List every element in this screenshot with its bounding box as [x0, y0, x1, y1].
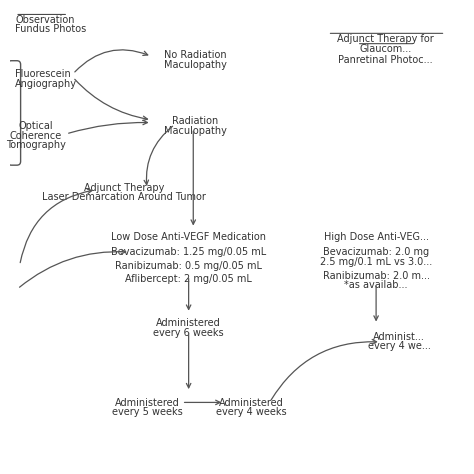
Text: Adjunct Therapy for: Adjunct Therapy for: [337, 34, 434, 44]
Text: Low Dose Anti-VEGF Medication: Low Dose Anti-VEGF Medication: [111, 232, 266, 242]
Text: Optical: Optical: [18, 121, 53, 131]
Text: Observation: Observation: [15, 15, 74, 25]
Text: Fundus Photos: Fundus Photos: [15, 24, 86, 34]
Text: High Dose Anti-VEG...: High Dose Anti-VEG...: [324, 232, 428, 242]
Text: *as availab...: *as availab...: [344, 281, 408, 291]
Text: Ranibizumab: 2.0 m...: Ranibizumab: 2.0 m...: [323, 271, 429, 281]
Text: every 6 weeks: every 6 weeks: [153, 328, 224, 338]
Text: Adjunct Therapy: Adjunct Therapy: [83, 182, 164, 192]
Text: Maculopathy: Maculopathy: [164, 126, 227, 136]
Text: Administered: Administered: [219, 398, 283, 408]
Text: 2.5 mg/0.1 mL vs 3.0...: 2.5 mg/0.1 mL vs 3.0...: [320, 257, 432, 267]
Text: Administered: Administered: [115, 398, 179, 408]
Text: Aflibercept: 2 mg/0.05 mL: Aflibercept: 2 mg/0.05 mL: [125, 274, 252, 284]
Text: Administ...: Administ...: [374, 331, 425, 342]
Text: Glaucom...: Glaucom...: [359, 44, 411, 54]
Text: Bevacizumab: 2.0 mg: Bevacizumab: 2.0 mg: [323, 247, 429, 257]
Text: every 5 weeks: every 5 weeks: [111, 407, 182, 417]
Text: Laser Demarcation Around Tumor: Laser Demarcation Around Tumor: [42, 192, 206, 202]
Text: No Radiation: No Radiation: [164, 50, 227, 60]
Text: Administered: Administered: [156, 318, 221, 328]
Text: Angiography: Angiography: [15, 79, 77, 89]
Text: Bevacizumab: 1.25 mg/0.05 mL: Bevacizumab: 1.25 mg/0.05 mL: [111, 247, 266, 257]
Text: Tomography: Tomography: [6, 140, 66, 150]
Text: Panretinal Photoc...: Panretinal Photoc...: [338, 55, 433, 64]
Text: Maculopathy: Maculopathy: [164, 60, 227, 70]
Text: Coherence: Coherence: [10, 131, 62, 141]
Text: Fluorescein: Fluorescein: [15, 69, 71, 79]
Text: every 4 weeks: every 4 weeks: [216, 407, 286, 417]
Text: Radiation: Radiation: [173, 117, 219, 127]
Text: every 4 we...: every 4 we...: [368, 341, 431, 351]
Text: Ranibizumab: 0.5 mg/0.05 mL: Ranibizumab: 0.5 mg/0.05 mL: [115, 261, 262, 271]
